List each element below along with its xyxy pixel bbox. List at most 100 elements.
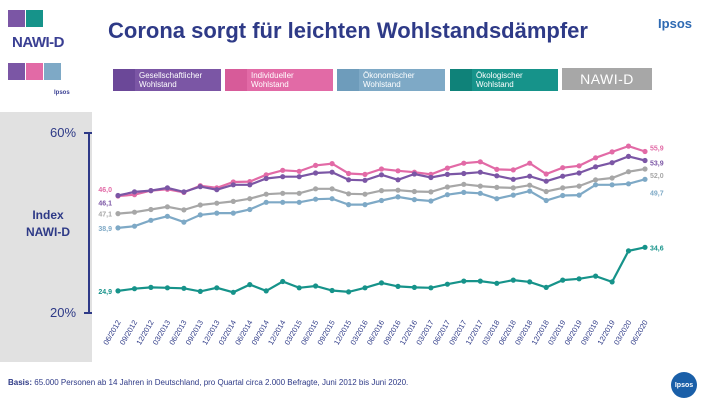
data-point-oekonomisch: [609, 182, 615, 188]
data-point-oekonomisch: [593, 182, 599, 188]
data-point-oekologisch: [115, 288, 121, 294]
data-point-gesellschaft: [329, 169, 335, 175]
data-point-nawi: [329, 186, 335, 192]
data-point-nawi: [313, 186, 319, 192]
economy-icon: [337, 69, 359, 91]
end-label-gesellschaft: 53,9: [650, 160, 664, 167]
data-point-oekologisch: [362, 285, 368, 291]
data-point-oekologisch: [296, 285, 302, 291]
legend-item-individuell: Individueller Wohlstand: [224, 68, 333, 92]
data-point-nawi: [625, 169, 632, 175]
data-point-individuell: [543, 171, 549, 177]
page-title: Corona sorgt für leichten Wohlstandsdämp…: [108, 18, 588, 43]
data-point-oekonomisch: [214, 210, 220, 216]
x-tick-layer: 06/201209/201212/201203/201306/201309/20…: [101, 319, 649, 347]
data-point-oekonomisch: [642, 176, 648, 182]
data-point-individuell: [510, 167, 516, 173]
data-point-gesellschaft: [131, 189, 138, 195]
data-point-oekologisch: [560, 277, 566, 283]
data-point-oekonomisch: [444, 192, 450, 198]
footnote-label: Basis:: [8, 378, 33, 387]
end-label-individuell: 55,9: [650, 145, 664, 152]
data-point-individuell: [329, 161, 335, 167]
data-point-gesellschaft: [378, 172, 385, 178]
series-oekologisch: [115, 244, 648, 295]
data-point-oekonomisch: [362, 202, 368, 208]
data-point-oekonomisch: [197, 212, 203, 218]
data-point-oekologisch: [197, 288, 203, 294]
data-point-oekologisch: [428, 285, 434, 291]
data-point-oekologisch: [642, 244, 648, 250]
data-point-individuell: [461, 160, 467, 166]
data-point-nawi: [197, 202, 203, 208]
legend-label: Ökonomischer Wohlstand: [359, 69, 445, 91]
data-point-nawi: [609, 175, 615, 181]
data-point-nawi: [280, 190, 286, 196]
data-point-gesellschaft: [395, 177, 401, 183]
data-point-oekologisch: [625, 248, 632, 254]
data-point-nawi: [576, 183, 582, 189]
y-axis-tick-bottom: [84, 312, 92, 314]
logo-tile-pink-icon: [26, 63, 43, 80]
data-point-oekologisch: [247, 282, 253, 288]
nawi-logo: NAWI-D Ipsos: [6, 8, 70, 100]
data-point-nawi: [164, 204, 170, 210]
data-point-nawi: [115, 211, 121, 217]
data-point-oekologisch: [214, 285, 220, 291]
ipsos-badge-logo: Ipsos: [671, 372, 697, 398]
data-point-nawi: [131, 209, 138, 215]
start-label-oekologisch: 24,9: [98, 289, 112, 296]
data-point-gesellschaft: [510, 176, 516, 182]
logo-tile-purple2-icon: [8, 63, 25, 80]
data-point-oekonomisch: [576, 192, 582, 198]
series-nawi: [115, 166, 648, 217]
data-point-oekonomisch: [395, 194, 401, 200]
data-point-oekologisch: [576, 276, 582, 282]
data-point-oekonomisch: [527, 188, 533, 194]
data-point-gesellschaft: [461, 170, 467, 177]
data-point-individuell: [494, 166, 500, 172]
data-point-nawi: [230, 198, 236, 204]
legend-item-oekologisch: Ökologischer Wohlstand: [449, 68, 558, 92]
data-point-nawi: [214, 200, 220, 206]
data-point-gesellschaft: [115, 192, 121, 199]
data-point-nawi: [593, 177, 599, 183]
data-point-oekonomisch: [313, 196, 319, 202]
data-point-oekologisch: [494, 280, 500, 286]
data-point-individuell: [642, 148, 648, 155]
y-axis-tick-top: [84, 132, 92, 134]
data-point-oekonomisch: [329, 196, 335, 202]
data-point-gesellschaft: [625, 153, 632, 159]
data-point-oekonomisch: [280, 199, 286, 205]
logo-tile-green-icon: [26, 10, 43, 27]
data-point-gesellschaft: [428, 174, 434, 181]
data-point-oekonomisch: [560, 192, 566, 199]
data-point-gesellschaft: [214, 187, 220, 193]
data-point-individuell: [395, 168, 401, 174]
data-point-oekonomisch: [411, 197, 417, 203]
data-point-oekologisch: [609, 279, 615, 285]
data-point-oekonomisch: [115, 225, 121, 231]
data-point-nawi: [461, 181, 467, 187]
data-point-oekonomisch: [296, 199, 302, 205]
data-point-oekonomisch: [378, 197, 385, 204]
data-point-individuell: [378, 166, 385, 172]
data-point-oekologisch: [313, 283, 319, 289]
series-gesellschaft: [115, 153, 648, 199]
data-point-oekologisch: [378, 280, 385, 286]
y-axis-title-line1: Index: [32, 208, 64, 222]
data-point-oekonomisch: [625, 181, 632, 187]
data-point-oekonomisch: [131, 223, 138, 229]
logo-text: NAWI-D: [12, 34, 65, 51]
data-point-nawi: [362, 191, 368, 197]
data-point-gesellschaft: [197, 184, 203, 190]
data-point-nawi: [510, 185, 516, 191]
legend-item-gesellschaft: Gesellschaftlicher Wohlstand: [112, 68, 221, 92]
footnote-text: 65.000 Personen ab 14 Jahren in Deutschl…: [32, 378, 409, 387]
data-point-oekologisch: [181, 285, 187, 291]
data-point-oekologisch: [263, 288, 269, 294]
data-point-individuell: [576, 163, 582, 169]
start-label-individuell: 46,0: [98, 187, 112, 194]
data-point-oekologisch: [280, 278, 286, 285]
